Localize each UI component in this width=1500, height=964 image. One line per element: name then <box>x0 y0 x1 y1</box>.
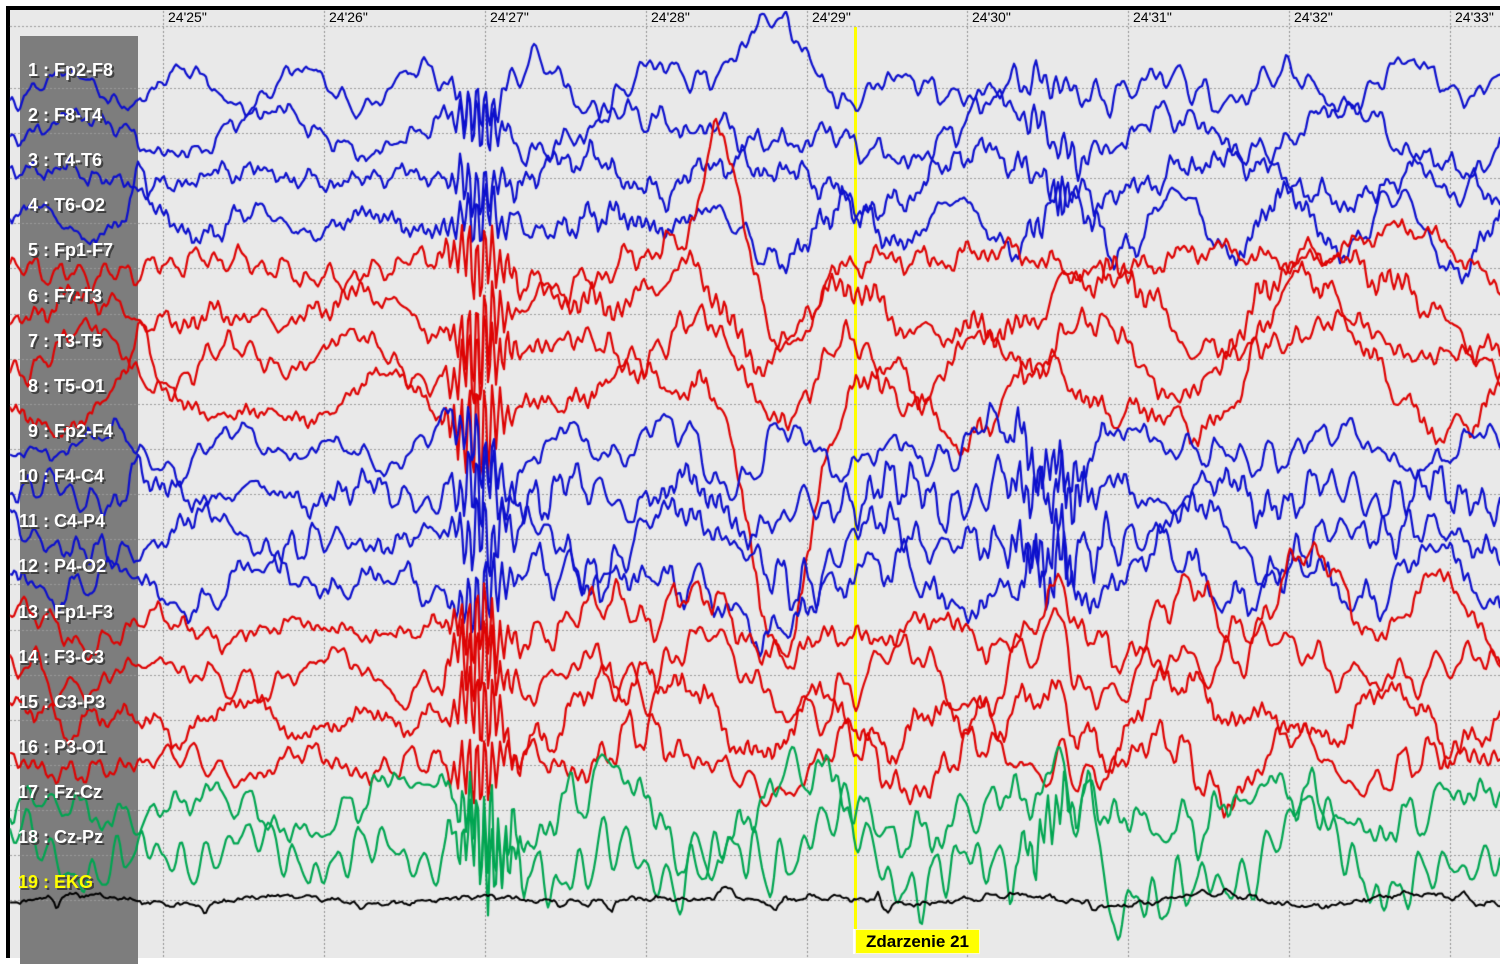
time-tick-label: 24'30" <box>972 9 1011 25</box>
channel-name: T3-T5 <box>54 330 103 351</box>
channel-number: 17 <box>17 781 38 802</box>
channel-label-separator: : <box>43 330 49 351</box>
time-tick-label: 24'31" <box>1133 9 1172 25</box>
channel-label-17[interactable]: 17: Fz-Cz <box>12 781 102 803</box>
channel-label-separator: : <box>43 601 49 622</box>
time-tick-label: 24'28" <box>651 9 690 25</box>
channel-label-12[interactable]: 12: P4-O2 <box>12 555 106 577</box>
channel-label-15[interactable]: 15: C3-P3 <box>12 691 105 713</box>
channel-number: 5 <box>27 239 38 260</box>
channel-label-separator: : <box>43 420 49 441</box>
channel-label-separator: : <box>43 826 49 847</box>
channel-name: C3-P3 <box>54 691 106 712</box>
channel-number: 8 <box>27 375 38 396</box>
channel-name: Fp1-F3 <box>54 601 114 622</box>
channel-number: 12 <box>17 555 38 576</box>
channel-name: Cz-Pz <box>54 826 103 847</box>
channel-name: Fp2-F4 <box>54 420 114 441</box>
channel-number: 2 <box>27 104 38 125</box>
channel-label-10[interactable]: 10: F4-C4 <box>12 465 104 487</box>
channel-label-18[interactable]: 18: Cz-Pz <box>12 826 103 848</box>
channel-name: Fp1-F7 <box>54 239 114 260</box>
channel-label-separator: : <box>43 194 49 215</box>
channel-name: T6-O2 <box>54 194 106 215</box>
channel-label-6[interactable]: 6: F7-T3 <box>12 285 102 307</box>
channel-name: P4-O2 <box>54 555 107 576</box>
channel-label-separator: : <box>43 285 49 306</box>
channel-number: 4 <box>27 194 38 215</box>
channel-name: F7-T3 <box>54 285 103 306</box>
channel-label-separator: : <box>43 59 49 80</box>
channel-label-2[interactable]: 2: F8-T4 <box>12 104 102 126</box>
channel-name: Fz-Cz <box>54 781 102 802</box>
channel-name: F3-C3 <box>54 646 105 667</box>
channel-number: 15 <box>17 691 38 712</box>
channel-label-13[interactable]: 13: Fp1-F3 <box>12 601 113 623</box>
channel-label-1[interactable]: 1: Fp2-F8 <box>12 59 113 81</box>
channel-number: 11 <box>18 510 38 531</box>
time-tick-label: 24'29" <box>812 9 851 25</box>
channel-label-separator: : <box>43 555 49 576</box>
channel-name: F8-T4 <box>54 104 103 125</box>
channel-name: T5-O1 <box>54 375 106 396</box>
channel-number: 14 <box>17 646 38 667</box>
channel-label-11[interactable]: 11: C4-P4 <box>12 510 105 532</box>
channel-number: 6 <box>27 285 38 306</box>
channel-number: 3 <box>27 149 38 170</box>
channel-label-3[interactable]: 3: T4-T6 <box>12 149 102 171</box>
channel-label-separator: : <box>43 691 49 712</box>
channel-label-8[interactable]: 8: T5-O1 <box>12 375 105 397</box>
channel-number: 9 <box>27 420 38 441</box>
channel-label-separator: : <box>43 781 49 802</box>
time-tick-label: 24'25" <box>168 9 207 25</box>
channel-label-7[interactable]: 7: T3-T5 <box>12 330 102 352</box>
channel-label-separator: : <box>43 239 49 260</box>
channel-label-separator: : <box>43 736 49 757</box>
channel-label-separator: : <box>43 871 49 892</box>
channel-label-separator: : <box>43 104 49 125</box>
channel-name: Fp2-F8 <box>54 59 114 80</box>
time-tick-label: 24'27" <box>490 9 529 25</box>
channel-number: 18 <box>17 826 38 847</box>
channel-label-5[interactable]: 5: Fp1-F7 <box>12 239 113 261</box>
channel-number: 16 <box>17 736 38 757</box>
channel-label-separator: : <box>43 465 49 486</box>
channel-name: C4-P4 <box>54 510 106 531</box>
channel-label-4[interactable]: 4: T6-O2 <box>12 194 105 216</box>
channel-number: 7 <box>27 330 38 351</box>
channel-number: 1 <box>27 59 38 80</box>
channel-label-separator: : <box>43 149 49 170</box>
event-marker-label[interactable]: Zdarzenie 21 <box>855 929 980 954</box>
channel-number: 10 <box>17 465 38 486</box>
channel-number: 19 <box>17 871 38 892</box>
time-tick-label: 24'33" <box>1455 9 1494 25</box>
channel-name: T4-T6 <box>54 149 103 170</box>
channel-name: EKG <box>54 871 94 892</box>
channel-label-9[interactable]: 9: Fp2-F4 <box>12 420 113 442</box>
channel-label-16[interactable]: 16: P3-O1 <box>12 736 106 758</box>
channel-name: F4-C4 <box>54 465 105 486</box>
channel-label-separator: : <box>43 375 49 396</box>
event-marker-text: Zdarzenie 21 <box>866 932 969 951</box>
channel-label-separator: : <box>43 510 49 531</box>
time-tick-label: 24'26" <box>329 9 368 25</box>
channel-number: 13 <box>17 601 38 622</box>
channel-label-separator: : <box>43 646 49 667</box>
time-tick-label: 24'32" <box>1294 9 1333 25</box>
channel-name: P3-O1 <box>54 736 107 757</box>
channel-label-14[interactable]: 14: F3-C3 <box>12 646 104 668</box>
channel-label-19[interactable]: 19: EKG <box>12 871 93 893</box>
